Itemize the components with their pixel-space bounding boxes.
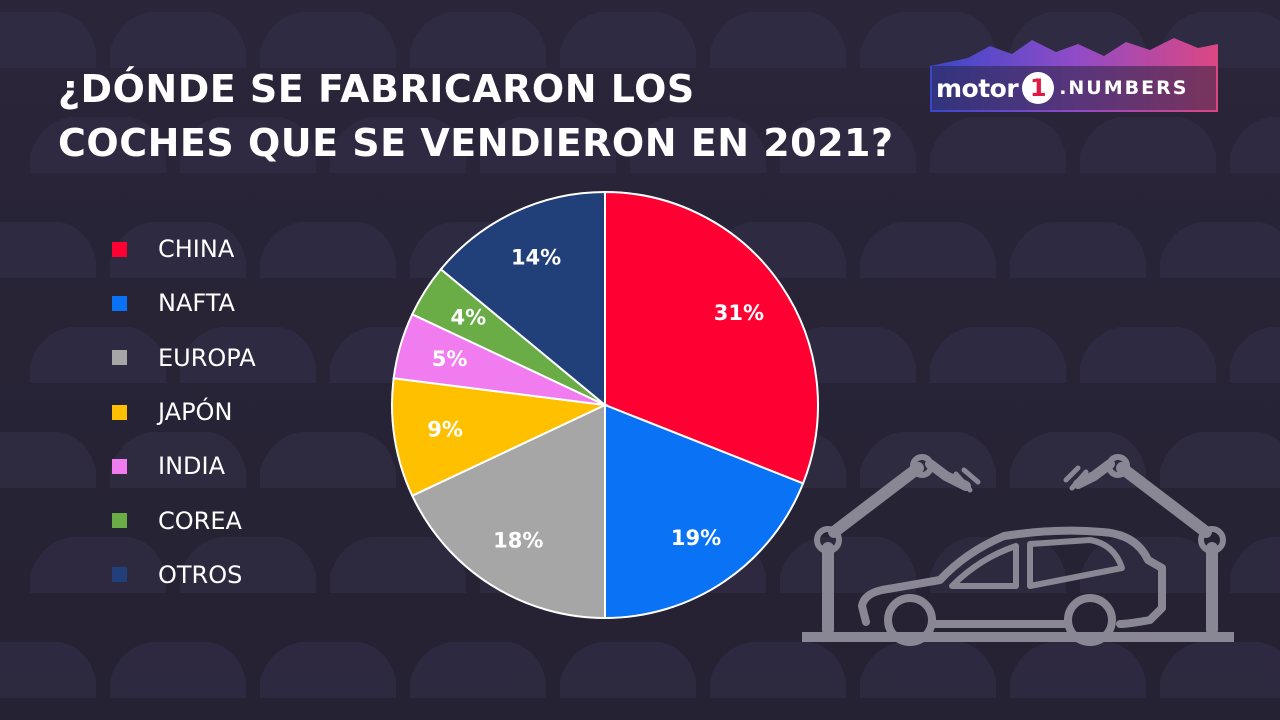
logo-numbers: .NUMBERS (1059, 77, 1189, 99)
legend-item: CHINA (112, 222, 256, 276)
slice-data-label: 18% (493, 529, 543, 553)
background-car-shape (110, 222, 246, 278)
background-car-shape (860, 12, 996, 68)
background-car-shape (410, 642, 546, 698)
legend-item: JAPÓN (112, 385, 256, 439)
background-car-shape (560, 642, 696, 698)
pie-slice (439, 190, 606, 408)
background-car-shape (930, 327, 1066, 383)
background-car-shape (1230, 537, 1280, 593)
legend-item: NAFTA (112, 276, 256, 330)
background-car-shape (180, 537, 316, 593)
background-car-shape (330, 117, 466, 173)
background-car-shape (330, 537, 466, 593)
legend-item: EUROPA (112, 331, 256, 385)
legend-label: JAPÓN (158, 398, 233, 427)
motor1-numbers-logo (930, 38, 1218, 112)
background-car-shape (1080, 327, 1216, 383)
background-car-shape (860, 222, 996, 278)
background-car-shape (180, 117, 316, 173)
legend-label: CHINA (158, 235, 235, 264)
background-car-shape (930, 117, 1066, 173)
legend-item: INDIA (112, 439, 256, 493)
background-car-shape (0, 642, 96, 698)
background-car-shape (1160, 642, 1280, 698)
legend-label: EUROPA (158, 343, 256, 372)
legend-label: NAFTA (158, 289, 235, 318)
slice-data-label: 5% (432, 347, 468, 371)
background-car-shape (1230, 117, 1280, 173)
pie-slice (604, 403, 805, 620)
logo-text: motor 1 .NUMBERS (936, 68, 1188, 108)
background-car-shape (1230, 327, 1280, 383)
legend-swatch (112, 295, 127, 311)
chart-title-line-1: ¿DÓNDE SE FABRICARON LOS (58, 67, 695, 111)
background-car-shape (630, 117, 766, 173)
chart-legend: CHINA NAFTA EUROPA JAPÓN INDIA COREA OTROS (112, 222, 256, 602)
legend-item: OTROS (112, 548, 256, 602)
background-car-shape (260, 432, 396, 488)
background-car-shape (110, 642, 246, 698)
slice-data-label: 31% (714, 301, 764, 325)
legend-swatch (112, 513, 127, 529)
background-car-shape (780, 117, 916, 173)
legend-swatch (112, 404, 127, 420)
chart-title: ¿DÓNDE SE FABRICARON LOS COCHES QUE SE V… (58, 62, 918, 170)
legend-label: COREA (158, 506, 242, 535)
legend-swatch (112, 458, 127, 474)
pie-chart: 31% 19% 18% 9% 5% 4% 14% (391, 190, 819, 620)
slice-data-label: 4% (450, 305, 486, 329)
background-car-shape (260, 222, 396, 278)
background-car-shape (860, 642, 996, 698)
legend-swatch (112, 567, 127, 583)
background-car-shape (0, 432, 96, 488)
robot-arms-car-assembly-icon (802, 454, 1234, 646)
slice-data-label: 14% (511, 246, 561, 270)
background-car-shape (1010, 222, 1146, 278)
background-car-shape (1080, 117, 1216, 173)
background-car-shape (1160, 222, 1280, 278)
background-car-shape (710, 12, 846, 68)
background-car-shape (260, 12, 396, 68)
background-car-shape (560, 12, 696, 68)
background-car-shape (780, 537, 916, 593)
background-car-shape (410, 12, 546, 68)
background-car-shape (480, 117, 616, 173)
background-car-shape (30, 537, 166, 593)
background-car-shape (110, 12, 246, 68)
background-car-shape (110, 432, 246, 488)
background-car-shape (0, 222, 96, 278)
pie-slice (391, 377, 609, 498)
logo-word: motor (936, 73, 1019, 103)
logo-one-badge: 1 (1022, 72, 1055, 104)
legend-label: OTROS (158, 560, 243, 589)
background-car-shape (180, 327, 316, 383)
slice-data-label: 19% (671, 526, 721, 550)
legend-swatch (112, 350, 127, 366)
legend-label: INDIA (158, 452, 226, 481)
slice-data-label: 9% (427, 417, 463, 441)
background-car-shape (30, 117, 166, 173)
background-car-shape (1160, 432, 1280, 488)
background-car-shape (1010, 642, 1146, 698)
background-car-shape (30, 327, 166, 383)
legend-swatch (112, 241, 127, 257)
pie-slice (604, 190, 819, 485)
background-car-shape (260, 642, 396, 698)
background-car-shape (710, 642, 846, 698)
pie-slice (410, 403, 606, 620)
chart-title-line-2: COCHES QUE SE VENDIERON EN 2021? (58, 121, 894, 165)
background-car-shape (0, 12, 96, 68)
legend-item: COREA (112, 493, 256, 547)
